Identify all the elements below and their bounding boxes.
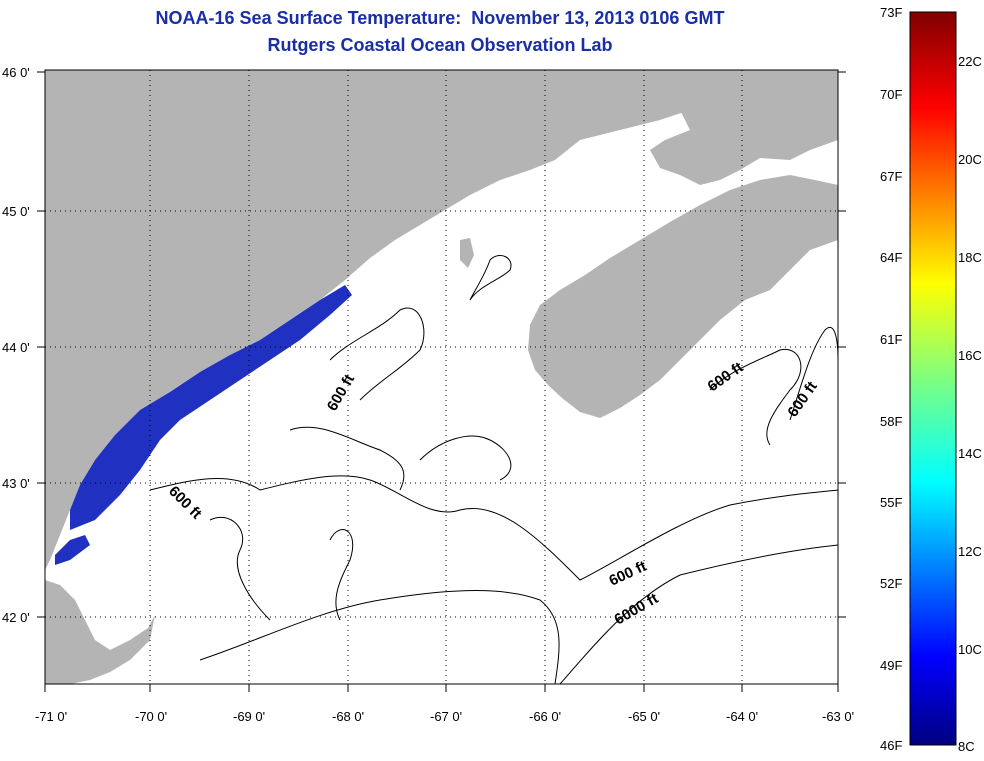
x-tick-label: -69 0' (233, 709, 265, 724)
x-tick-label: -65 0' (628, 709, 660, 724)
x-tick-label: -66 0' (529, 709, 561, 724)
colorbar-f-label: 49F (880, 658, 902, 673)
colorbar-f-label: 46F (880, 738, 902, 753)
x-tick-label: -68 0' (332, 709, 364, 724)
colorbar-c-label: 20C (958, 152, 982, 167)
colorbar-c-label: 8C (958, 739, 975, 754)
land-nova-scotia (528, 175, 838, 418)
map-subtitle: Rutgers Coastal Ocean Observation Lab (267, 35, 613, 55)
map-title: NOAA-16 Sea Surface Temperature: Novembe… (155, 8, 725, 28)
colorbar-f-label: 70F (880, 87, 902, 102)
cold-water-patch (55, 535, 90, 565)
colorbar-c-label: 14C (958, 446, 982, 461)
colorbar-c-label: 18C (958, 250, 982, 265)
colorbar-f-label: 73F (880, 5, 902, 20)
colorbar-f-label: 55F (880, 495, 902, 510)
temperature-colorbar (909, 11, 957, 746)
y-tick-label: 46 0' (2, 65, 30, 80)
colorbar-c-label: 12C (958, 544, 982, 559)
x-tick-label: -64 0' (726, 709, 758, 724)
plot-frame (44, 69, 839, 685)
depth-contours (149, 255, 838, 684)
y-tick-label: 43 0' (2, 476, 30, 491)
y-tick-label: 42 0' (2, 610, 30, 625)
colorbar-f-label: 58F (880, 414, 902, 429)
colorbar-c-label: 16C (958, 348, 982, 363)
x-tick-label: -70 0' (135, 709, 167, 724)
land-cape-cod (45, 580, 155, 684)
colorbar-f-label: 64F (880, 250, 902, 265)
cold-water-band (70, 285, 352, 530)
land-new-brunswick (650, 70, 838, 185)
land-mainland (45, 70, 838, 570)
y-tick-label: 44 0' (2, 340, 30, 355)
axis-ticks (37, 71, 846, 692)
graticule (45, 70, 838, 684)
colorbar-c-label: 10C (958, 642, 982, 657)
x-tick-label: -67 0' (430, 709, 462, 724)
land-grand-manan (460, 238, 474, 268)
colorbar-f-label: 61F (880, 332, 902, 347)
x-tick-label: -71 0' (35, 709, 67, 724)
colorbar-f-label: 52F (880, 576, 902, 591)
colorbar-c-label: 22C (958, 54, 982, 69)
y-tick-label: 45 0' (2, 204, 30, 219)
x-tick-label: -63 0' (822, 709, 854, 724)
colorbar-f-label: 67F (880, 169, 902, 184)
